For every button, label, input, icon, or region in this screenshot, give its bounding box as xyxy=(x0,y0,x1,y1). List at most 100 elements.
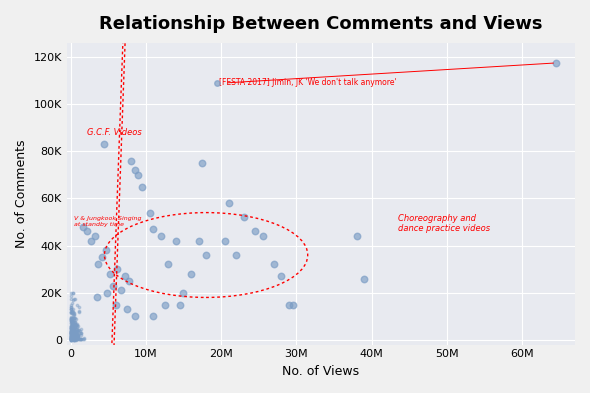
Point xyxy=(66,331,76,337)
Point xyxy=(70,337,80,343)
Point xyxy=(73,331,83,338)
Point xyxy=(67,332,77,338)
Point xyxy=(67,336,76,342)
Point xyxy=(68,296,78,303)
Point xyxy=(74,336,84,342)
Point xyxy=(69,331,78,337)
Point xyxy=(67,310,76,316)
Point xyxy=(73,336,82,342)
Point xyxy=(66,328,76,334)
Text: Choreography and
dance practice videos: Choreography and dance practice videos xyxy=(398,214,490,233)
Point xyxy=(66,336,76,343)
Point xyxy=(80,334,89,341)
Point xyxy=(67,318,76,324)
Point xyxy=(116,287,126,294)
Point xyxy=(70,336,79,342)
Point xyxy=(66,335,76,342)
Point xyxy=(105,271,114,277)
Point xyxy=(70,336,79,343)
Point xyxy=(66,332,76,339)
Point xyxy=(90,233,99,239)
Point xyxy=(73,331,82,337)
Point xyxy=(66,335,76,342)
Point xyxy=(74,308,84,314)
Point xyxy=(70,328,79,334)
Point xyxy=(68,329,78,336)
Point xyxy=(220,238,230,244)
Point xyxy=(70,332,79,338)
Point xyxy=(67,331,77,337)
Point xyxy=(68,332,78,338)
Point xyxy=(68,321,77,327)
Point xyxy=(66,336,76,343)
Point xyxy=(74,332,83,339)
Point xyxy=(149,226,158,232)
Point xyxy=(66,336,76,343)
Point xyxy=(68,323,78,329)
Point xyxy=(73,334,82,340)
Point xyxy=(68,336,77,343)
Point xyxy=(70,321,80,327)
Point xyxy=(78,224,88,230)
Point xyxy=(75,330,84,336)
Point xyxy=(70,334,79,340)
Point xyxy=(66,331,76,337)
Point xyxy=(68,314,77,321)
Point xyxy=(70,332,80,339)
Point xyxy=(68,329,78,335)
Point xyxy=(74,327,84,333)
Point xyxy=(68,332,78,338)
Point xyxy=(137,184,147,190)
Point xyxy=(67,325,77,331)
Point xyxy=(77,336,86,342)
Point xyxy=(66,293,76,299)
Point xyxy=(67,306,76,312)
Point xyxy=(68,328,77,334)
Point xyxy=(67,333,76,339)
Point xyxy=(72,331,81,338)
Point xyxy=(66,336,76,342)
Point xyxy=(70,309,79,316)
Point xyxy=(67,320,76,326)
Point xyxy=(68,327,78,334)
Point xyxy=(79,336,88,342)
Point xyxy=(68,335,78,342)
Point xyxy=(67,336,76,342)
Point xyxy=(67,318,76,325)
Point xyxy=(100,141,109,147)
Point xyxy=(69,337,78,343)
Point xyxy=(67,320,76,326)
Point xyxy=(68,335,78,342)
Point xyxy=(68,332,78,338)
Point xyxy=(69,311,78,318)
Point xyxy=(76,330,86,336)
Point xyxy=(68,309,77,315)
Point xyxy=(76,336,86,343)
Point xyxy=(124,278,133,284)
Point xyxy=(67,332,77,339)
Point xyxy=(71,329,81,336)
Point xyxy=(156,233,166,239)
Point xyxy=(171,238,181,244)
Point xyxy=(67,334,77,340)
Point xyxy=(67,329,76,335)
Point xyxy=(68,323,78,330)
Point xyxy=(163,261,173,268)
Point xyxy=(67,332,77,338)
Point xyxy=(67,321,76,327)
Point xyxy=(68,329,77,335)
Point xyxy=(67,336,76,343)
Point xyxy=(74,309,83,315)
Point xyxy=(133,172,143,178)
Point xyxy=(67,336,77,342)
Point xyxy=(71,332,81,339)
Point xyxy=(73,326,82,332)
Point xyxy=(284,301,294,308)
Point xyxy=(67,327,77,334)
Point xyxy=(71,335,80,341)
Point xyxy=(69,320,78,327)
Point xyxy=(73,321,82,327)
Point xyxy=(71,336,80,343)
Point xyxy=(70,331,79,338)
Point xyxy=(70,332,79,338)
